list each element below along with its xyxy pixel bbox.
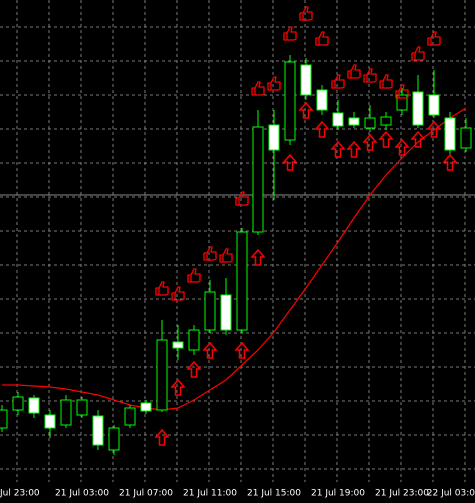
- thumbs-up: [411, 46, 425, 61]
- thumbs-up: [363, 68, 377, 83]
- candle-body-down: [332, 112, 344, 127]
- thumbs-up: [283, 26, 297, 41]
- candle-body-up: [284, 61, 296, 141]
- thumbs-up: [187, 268, 201, 283]
- thumbs-up: [203, 246, 217, 261]
- thumbs-up: [379, 74, 393, 89]
- buy-arrow: [186, 360, 202, 378]
- thumbs-up: [219, 248, 233, 263]
- buy-arrow: [154, 428, 170, 446]
- x-tick-label: 21 Jul 11:00: [183, 489, 237, 499]
- candle-body-up: [0, 409, 8, 429]
- buy-arrow: [250, 248, 266, 266]
- buy-arrow: [330, 140, 346, 158]
- candle-body-up: [380, 116, 392, 126]
- candle-body-down: [28, 397, 40, 414]
- x-tick-label: 21 Jul 07:00: [119, 489, 173, 499]
- x-tick-label: 21 Jul 23:00: [375, 489, 429, 499]
- moving-average: [2, 107, 467, 411]
- candle-body-up: [252, 126, 264, 233]
- candle-body-up: [12, 396, 24, 411]
- buy-arrow: [394, 138, 410, 156]
- candle-body-down: [428, 94, 440, 116]
- candle-body-up: [108, 427, 120, 451]
- x-tick-label: 21 Jul 15:00: [247, 489, 301, 499]
- candle-body-down: [444, 117, 456, 151]
- buy-arrow: [282, 153, 298, 171]
- candle-body-down: [172, 341, 184, 349]
- thumbs-up: [171, 286, 185, 301]
- candle-body-down: [316, 89, 328, 111]
- thumbs-up: [347, 64, 361, 79]
- buy-arrow: [442, 153, 458, 171]
- candle-body-up: [124, 407, 136, 426]
- candle-body-up: [364, 117, 376, 129]
- thumbs-up: [267, 76, 281, 91]
- thumbs-up: [395, 84, 409, 99]
- buy-arrow: [378, 130, 394, 148]
- grid: [0, 0, 475, 482]
- candle-body-up: [156, 339, 168, 411]
- thumbs-up: [155, 281, 169, 296]
- candle-body-down: [348, 117, 360, 126]
- candle-body-down: [92, 415, 104, 446]
- candle-body-up: [204, 291, 216, 331]
- candle-body-up: [76, 399, 88, 416]
- candle-body-down: [220, 294, 232, 331]
- thumbs-up: [315, 31, 329, 46]
- candle-body-up: [188, 329, 200, 351]
- candle-body-up: [460, 127, 472, 149]
- candle-body-down: [268, 124, 280, 151]
- buy-arrow: [346, 140, 362, 158]
- buy-arrow: [410, 130, 426, 148]
- candle-body-up: [396, 94, 408, 111]
- buy-arrow: [426, 120, 442, 138]
- x-tick-label: 21 Jul 19:00: [311, 489, 365, 499]
- thumbs-up: [251, 81, 265, 96]
- thumbs-up: [235, 191, 249, 206]
- x-tick-label: 21 Jul 03:00: [55, 489, 109, 499]
- candle-body-down: [412, 91, 424, 126]
- buy-arrow: [362, 133, 378, 151]
- buy-arrow: [298, 101, 314, 119]
- buy-arrow: [314, 120, 330, 138]
- candle-body-down: [300, 64, 312, 96]
- x-tick-label: 22 Jul 03:0: [427, 489, 475, 499]
- candle-body-down: [44, 414, 56, 429]
- thumbs-up: [427, 31, 441, 46]
- buy-arrow: [170, 378, 186, 396]
- thumbs-up: [299, 6, 313, 21]
- thumbs-up: [331, 74, 345, 89]
- candle-body-up: [236, 231, 248, 331]
- candle-body-down: [140, 402, 152, 412]
- buy-arrow: [202, 341, 218, 359]
- candle-body-up: [60, 399, 72, 426]
- x-tick-label: Jul 23:00: [0, 489, 40, 499]
- buy-arrow: [234, 341, 250, 359]
